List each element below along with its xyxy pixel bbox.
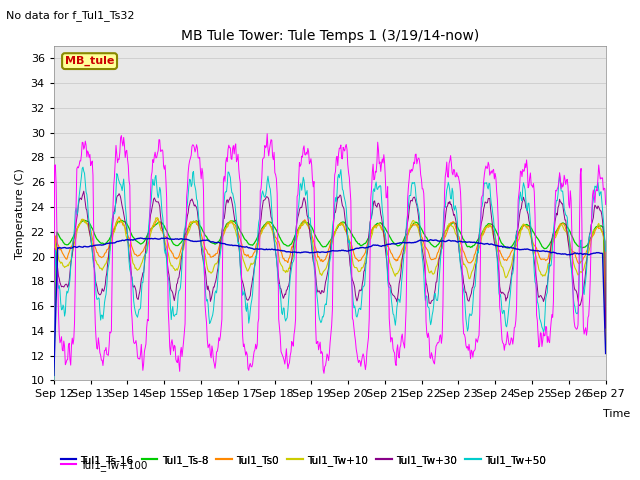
X-axis label: Time: Time bbox=[603, 409, 630, 419]
Y-axis label: Temperature (C): Temperature (C) bbox=[15, 168, 25, 259]
Title: MB Tule Tower: Tule Temps 1 (3/19/14-now): MB Tule Tower: Tule Temps 1 (3/19/14-now… bbox=[180, 29, 479, 43]
Text: No data for f_Tul1_Ts32: No data for f_Tul1_Ts32 bbox=[6, 10, 135, 21]
Legend: Tul1_Ts-16, Tul1_Ts-8, Tul1_Ts0, Tul1_Tw+10, Tul1_Tw+30, Tul1_Tw+50: Tul1_Ts-16, Tul1_Ts-8, Tul1_Ts0, Tul1_Tw… bbox=[56, 451, 550, 470]
Text: MB_tule: MB_tule bbox=[65, 56, 115, 66]
Legend: Tul1_Tw+100: Tul1_Tw+100 bbox=[56, 456, 152, 475]
